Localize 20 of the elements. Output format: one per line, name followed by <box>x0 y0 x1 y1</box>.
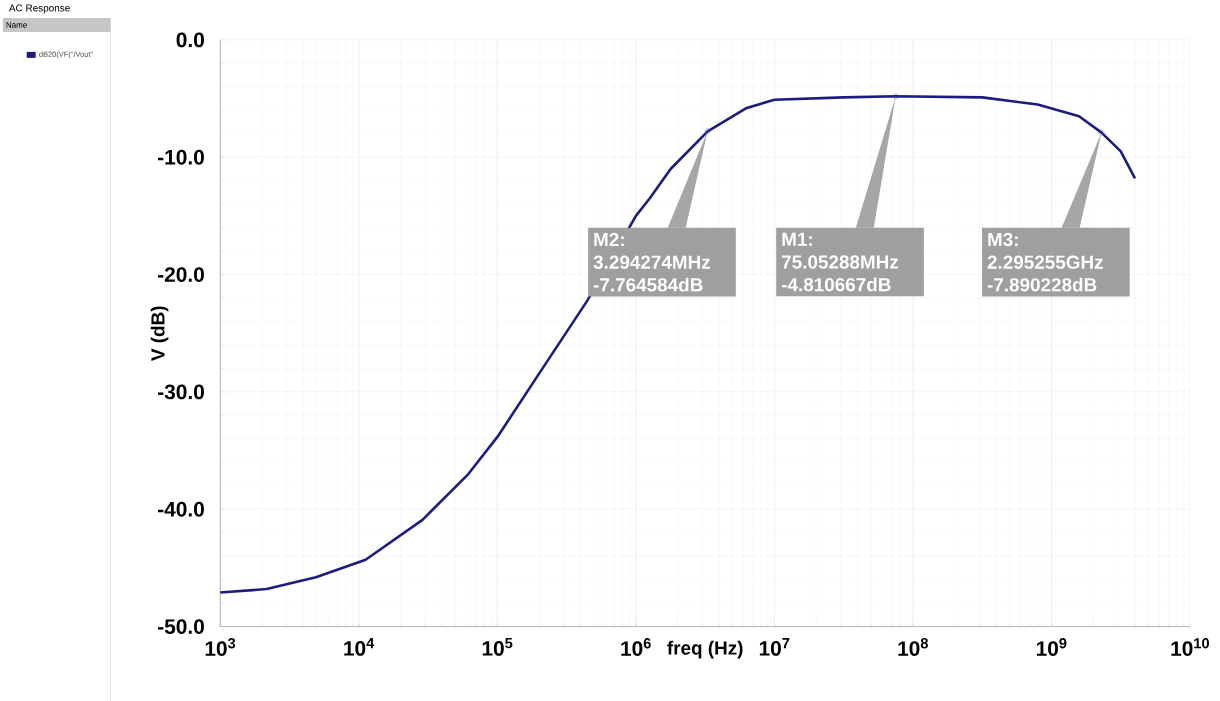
y-tick-label: -40.0 <box>158 501 204 517</box>
x-tick-label: 10$^{10}$ <box>1171 637 1209 656</box>
annotation: M3: 2.295255GHz -7.890228dB <box>987 232 1103 292</box>
y-tick-label: -10.0 <box>158 149 204 165</box>
y-tick-label: -20.0 <box>158 266 204 282</box>
x-axis-title: freq (Hz) <box>667 640 743 659</box>
x-tick-label: 10$^{5}$ <box>482 637 513 656</box>
annotation: M2: 3.294274MHz -7.764584dB <box>593 232 710 292</box>
y-axis-title: V (dB) <box>150 306 169 361</box>
x-tick-label: 10$^{4}$ <box>344 637 375 656</box>
x-tick-label: 10$^{7}$ <box>759 637 790 656</box>
x-tick-label: 10$^{8}$ <box>898 637 928 656</box>
y-tick-label: 0.0 <box>176 32 204 48</box>
x-tick-label: 10$^{9}$ <box>1036 637 1067 656</box>
x-tick-label: 10$^{3}$ <box>205 637 236 656</box>
text: AC Response <box>8 4 70 14</box>
y-tick-label: -50.0 <box>158 619 204 634</box>
y-tick-label: -30.0 <box>158 384 204 400</box>
annotation: M1: 75.05288MHz -4.810667dB <box>781 232 899 292</box>
x-tick-label: 10$^{6}$ <box>621 637 651 656</box>
